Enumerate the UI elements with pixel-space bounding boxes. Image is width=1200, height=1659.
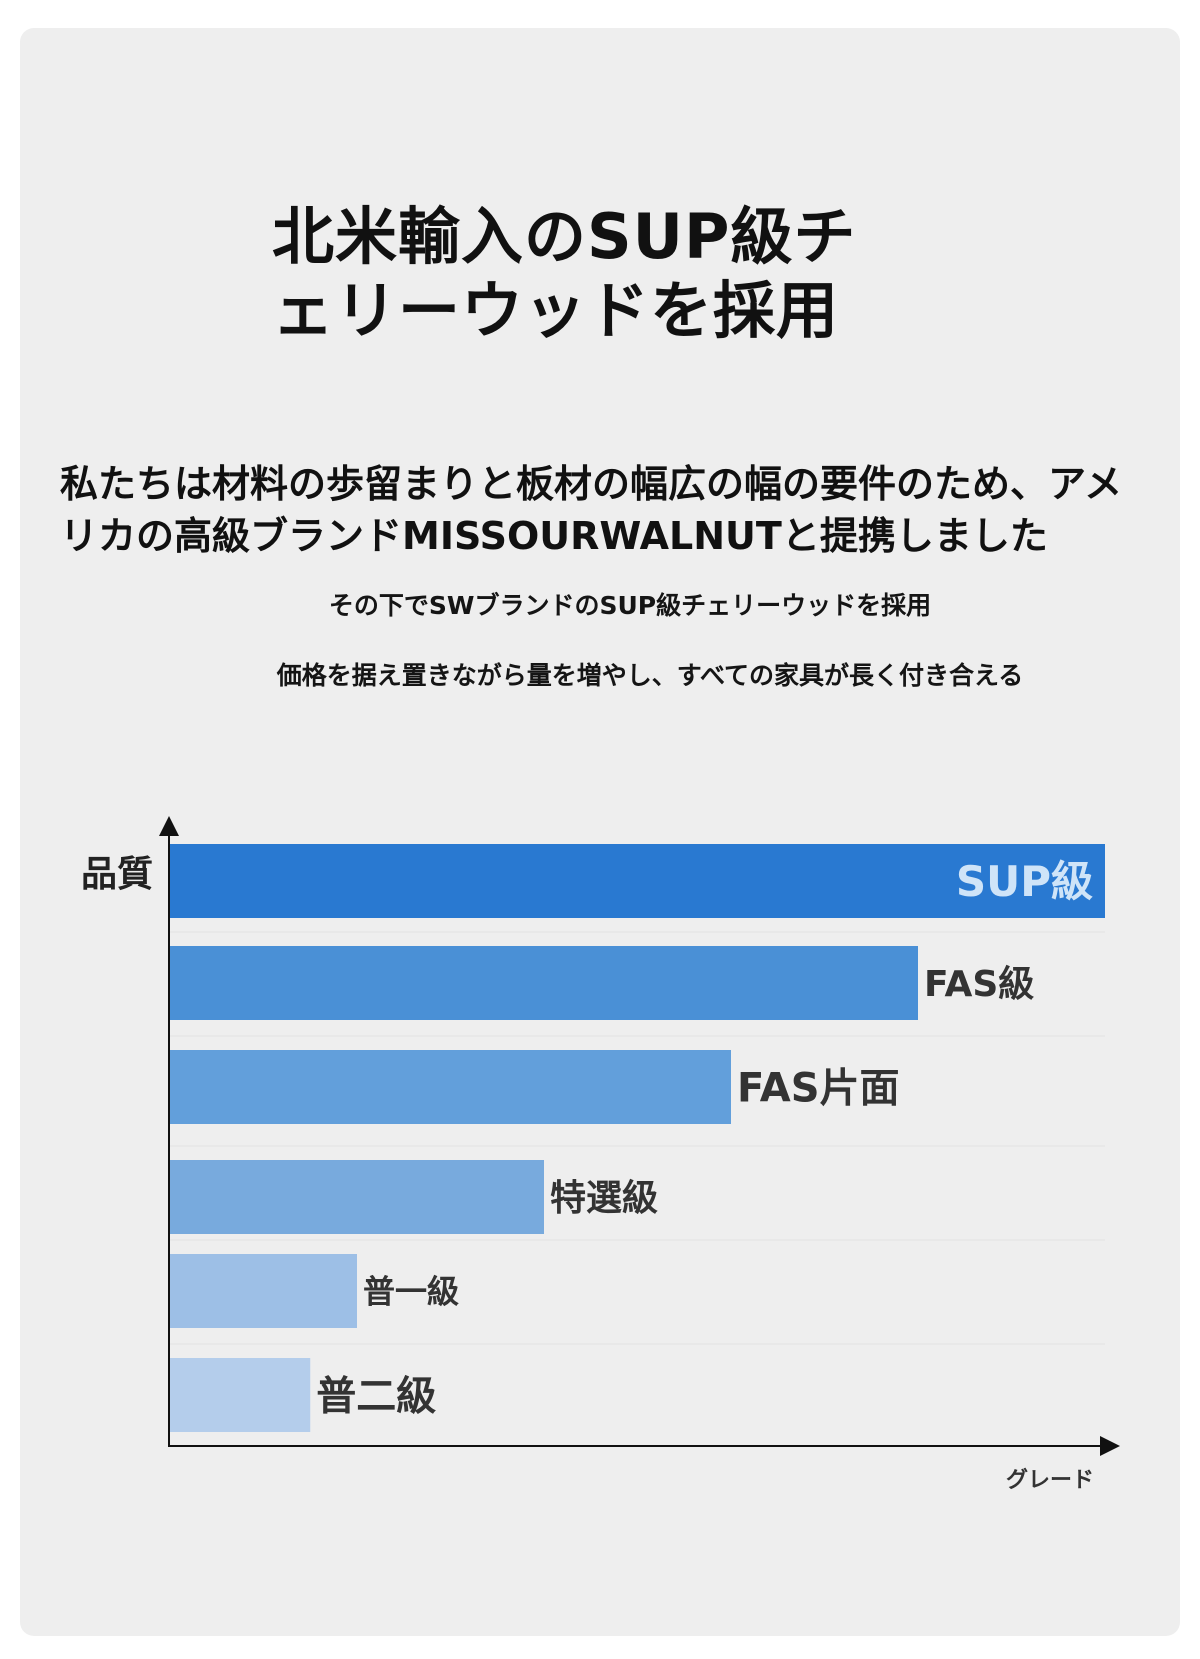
bar-label-2: FAS級 [924, 964, 1034, 1005]
page-title: 北米輸入のSUP級チェリーウッドを採用 [272, 200, 857, 347]
bar-4 [170, 1160, 544, 1234]
x-axis-label: グレード [1006, 1467, 1094, 1493]
bar-5 [170, 1254, 357, 1328]
bar-label-5: 普一級 [363, 1273, 459, 1311]
subtitle-2: 価格を据え置きながら量を増やし、すべての家具が長く付き合える [276, 661, 1024, 690]
bar-6 [170, 1358, 311, 1432]
bar-label-6: 普二級 [316, 1373, 436, 1419]
subtitle-1: その下でSWブランドのSUP級チェリーウッドを採用 [328, 591, 932, 620]
y-axis-label: 品質 [81, 854, 153, 895]
bar-1 [170, 844, 1105, 918]
bar-label-3: FAS片面 [737, 1065, 900, 1111]
bar-3 [170, 1050, 731, 1124]
bar-label-1: SUP級 [956, 857, 1093, 906]
bar-2 [170, 946, 918, 1020]
bar-label-4: 特選級 [550, 1178, 658, 1219]
intro-text: 私たちは材料の歩留まりと板材の幅広の幅の要件のため、アメリカの高級ブランドMIS… [60, 462, 1123, 558]
